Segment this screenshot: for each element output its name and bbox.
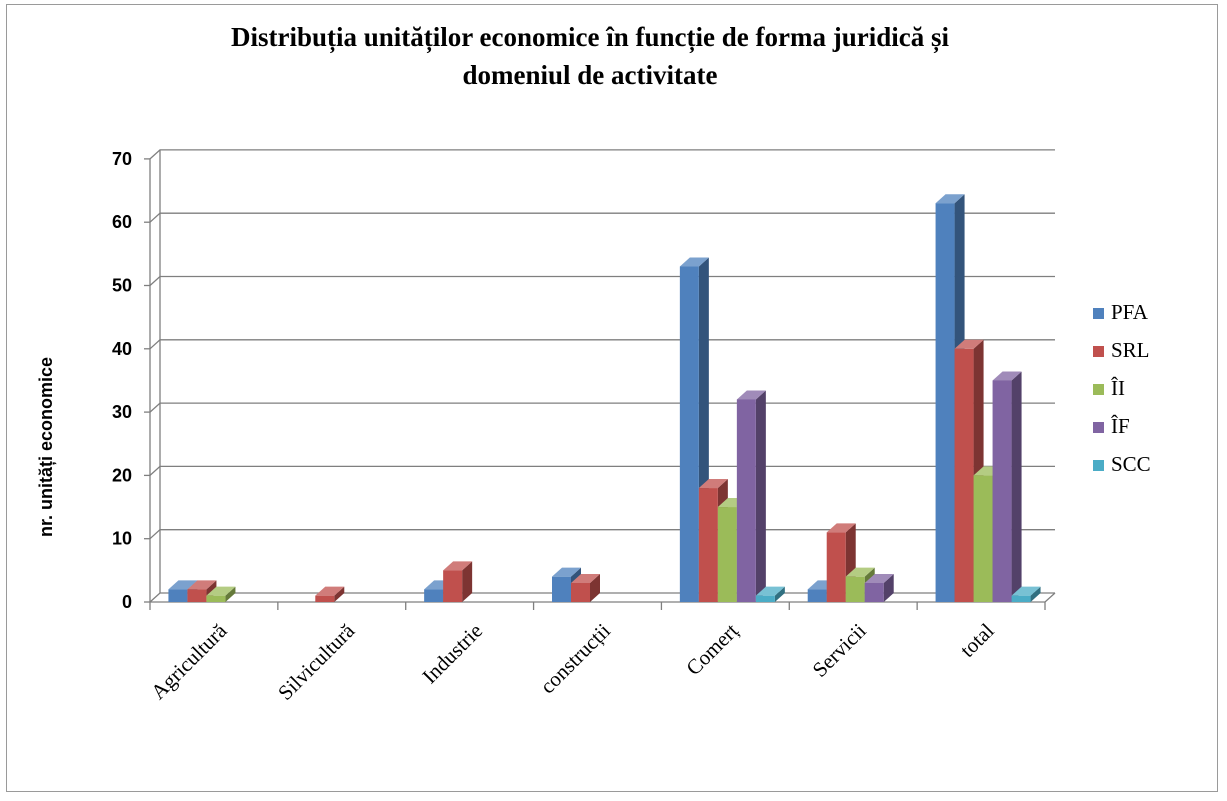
gridline — [149, 402, 1055, 413]
bar — [1011, 586, 1041, 602]
gridline — [149, 212, 1055, 223]
legend-label: PFA — [1111, 300, 1149, 324]
y-axis-label: nr. unități economice — [36, 357, 56, 537]
x-tick-label: Comerț — [681, 618, 743, 680]
bar — [992, 371, 1022, 602]
chart-title-line-2: domeniul de activitate — [463, 60, 718, 90]
tick-labels: 0 10 20 30 40 50 60 70 Agricultură Silvicultură In… — [112, 149, 999, 705]
gridline — [149, 465, 1055, 476]
x-tick-label: total — [955, 618, 998, 661]
bar — [206, 586, 236, 602]
legend-swatch — [1093, 384, 1104, 395]
y-tick-label: 30 — [112, 402, 132, 422]
x-tick-label: construcții — [535, 618, 615, 698]
legend-swatch — [1093, 308, 1104, 319]
legend-item: SCC — [1093, 452, 1151, 476]
y-tick-label: 20 — [112, 465, 132, 485]
legend-item: SRL — [1093, 338, 1150, 362]
y-tick-label: 50 — [112, 276, 132, 296]
legend-label: ÎI — [1111, 376, 1125, 400]
gridline — [149, 149, 1055, 160]
gridline — [149, 592, 1055, 603]
bar — [571, 574, 600, 602]
x-axis-line — [150, 592, 1056, 603]
legend-item: ÎI — [1093, 376, 1125, 400]
x-tick-label: Industrie — [417, 619, 487, 689]
x-tick-label: Agricultură — [146, 618, 232, 704]
gridline — [149, 339, 1055, 350]
legend-swatch — [1093, 422, 1104, 433]
gridline — [149, 275, 1055, 286]
bar — [755, 586, 785, 602]
y-tick-label: 70 — [112, 149, 132, 169]
legend-label: SRL — [1111, 338, 1150, 362]
y-tick-label: 60 — [112, 212, 132, 232]
gridlines — [149, 149, 1055, 603]
legend-swatch — [1093, 460, 1104, 471]
legend-item: PFA — [1093, 300, 1149, 324]
bar — [443, 561, 473, 602]
bars — [168, 194, 1041, 602]
y-tick-label: 0 — [122, 592, 132, 612]
bar — [864, 574, 894, 602]
x-tick-label: Silvicultură — [273, 618, 360, 705]
legend-label: ÎF — [1111, 414, 1130, 438]
bar — [315, 586, 345, 602]
chart-title-line-1: Distribuția unităților economice în func… — [231, 22, 949, 53]
y-tick-label: 10 — [112, 529, 132, 549]
legend-item: ÎF — [1093, 414, 1130, 438]
legend-swatch — [1093, 346, 1104, 357]
gridline — [149, 529, 1055, 540]
axes — [144, 149, 1056, 610]
y-tick-label: 40 — [112, 339, 132, 359]
legend: PFA SRL ÎI ÎF SCC — [1093, 300, 1151, 476]
x-tick-label: Servicii — [808, 618, 871, 681]
bar — [736, 390, 766, 602]
legend-label: SCC — [1111, 452, 1151, 476]
